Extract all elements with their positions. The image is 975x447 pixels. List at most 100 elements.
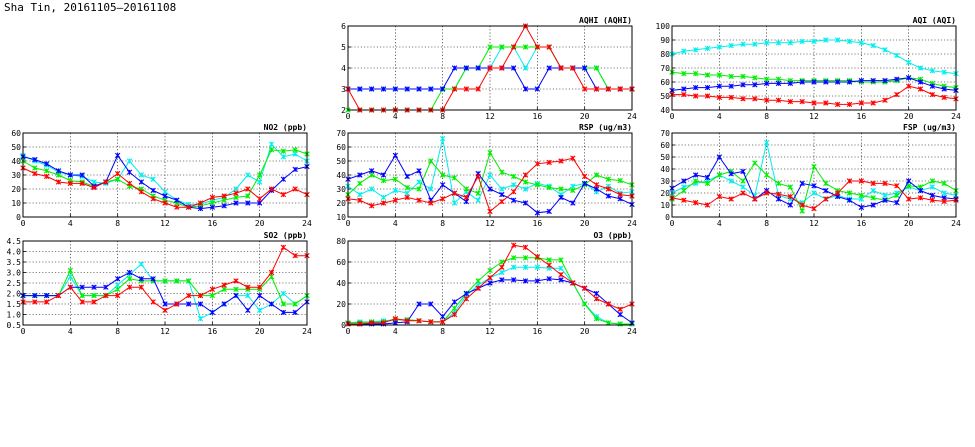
data-point-green — [823, 180, 829, 187]
data-point-blue — [103, 284, 109, 290]
data-point-blue — [581, 65, 588, 71]
data-point-blue — [941, 86, 947, 92]
data-point-red — [763, 190, 770, 196]
data-point-red — [162, 200, 168, 206]
data-point-cyan — [404, 190, 410, 196]
data-point-blue — [546, 208, 552, 215]
plot-frame — [671, 25, 957, 111]
data-point-blue — [416, 86, 422, 92]
data-point-blue — [799, 180, 805, 187]
data-point-red — [463, 194, 470, 201]
data-point-cyan — [150, 176, 156, 182]
data-point-green — [775, 180, 782, 187]
chart-title: O3 (ppb) — [593, 231, 632, 240]
data-point-red — [704, 93, 711, 99]
data-point-red — [605, 301, 612, 307]
data-point-red — [138, 189, 145, 195]
y-tick-label: 20 — [336, 199, 346, 208]
data-point-red — [487, 208, 493, 215]
data-point-red — [917, 195, 924, 201]
data-point-red — [499, 264, 505, 270]
chart-no2: NO2 (ppb) 0 4 8 12 16 20 24 0 10 20 30 40 50 60 — [11, 123, 312, 228]
data-point-blue — [917, 79, 924, 85]
data-point-blue — [256, 292, 263, 299]
data-point-blue — [752, 82, 758, 88]
data-point-cyan — [917, 65, 924, 71]
x-tick-label: 16 — [533, 219, 543, 228]
data-point-blue — [256, 200, 263, 206]
data-point-cyan — [138, 172, 145, 178]
x-tick-label: 8 — [764, 219, 769, 228]
data-point-red — [404, 318, 410, 324]
data-point-blue — [522, 200, 529, 206]
data-point-red — [894, 91, 900, 98]
data-point-red — [605, 186, 612, 192]
data-point-cyan — [475, 197, 481, 203]
data-point-cyan — [522, 264, 529, 270]
data-point-blue — [280, 309, 287, 316]
data-point-red — [392, 316, 399, 322]
data-point-cyan — [245, 172, 251, 178]
x-tick-label: 24 — [951, 219, 961, 228]
data-point-cyan — [522, 65, 529, 71]
data-point-cyan — [834, 37, 841, 43]
data-point-red — [221, 193, 227, 199]
data-point-red — [894, 183, 900, 189]
data-point-blue — [581, 180, 588, 187]
data-point-red — [570, 65, 576, 71]
data-point-blue — [439, 313, 446, 320]
data-point-red — [280, 244, 287, 250]
x-tick-label: 16 — [208, 327, 218, 336]
data-point-red — [185, 292, 192, 299]
x-tick-label: 24 — [951, 112, 961, 121]
data-point-green — [716, 172, 723, 178]
data-point-cyan — [499, 186, 505, 192]
x-tick-label: 24 — [627, 219, 637, 228]
data-point-red — [510, 44, 517, 50]
data-point-red — [103, 179, 109, 185]
data-point-red — [268, 186, 275, 192]
data-point-blue — [740, 82, 746, 88]
y-tick-label: 3.0 — [7, 269, 22, 278]
data-point-blue — [126, 169, 133, 175]
data-point-red — [221, 282, 227, 288]
data-point-red — [799, 98, 805, 105]
y-tick-label: 1.0 — [7, 311, 22, 320]
data-point-blue — [811, 183, 817, 189]
y-tick-label: 3 — [341, 85, 346, 94]
data-point-cyan — [763, 40, 770, 46]
data-point-red — [546, 159, 552, 166]
data-point-blue — [558, 194, 564, 201]
chart-so2: SO2 (ppb) 0 4 8 12 16 20 24 0.51.0 1.52.0 2.53.0 3.… — [7, 231, 312, 336]
y-tick-label: 70 — [660, 129, 670, 138]
x-tick-label: 20 — [580, 112, 590, 121]
data-point-blue — [929, 83, 936, 89]
data-point-red — [428, 200, 434, 206]
data-point-red — [929, 197, 936, 203]
data-point-green — [245, 193, 251, 199]
data-point-blue — [882, 77, 888, 84]
data-point-blue — [416, 168, 422, 174]
y-tick-label: 30 — [660, 177, 670, 186]
x-tick-label: 0 — [670, 219, 675, 228]
data-point-blue — [439, 182, 446, 188]
data-point-blue — [787, 80, 794, 87]
x-tick-label: 8 — [440, 327, 445, 336]
x-tick-label: 8 — [764, 112, 769, 121]
data-point-green — [475, 278, 481, 284]
data-point-green — [704, 180, 711, 187]
chart-aqi: AQI (AQI) 0 4 8 12 16 20 24 40 50 60 70 80 90 100 — [656, 16, 961, 121]
y-tick-label: 0 — [341, 321, 346, 330]
data-point-cyan — [256, 307, 263, 313]
data-point-green — [487, 267, 493, 274]
data-point-blue — [593, 186, 600, 192]
data-point-cyan — [380, 194, 387, 201]
data-point-cyan — [368, 186, 375, 192]
data-point-blue — [534, 278, 541, 284]
data-point-red — [185, 204, 192, 210]
data-point-red — [392, 197, 399, 203]
data-point-red — [716, 94, 723, 101]
y-tick-label: 2.5 — [7, 279, 22, 288]
data-point-red — [268, 269, 275, 276]
data-point-red — [103, 292, 109, 299]
